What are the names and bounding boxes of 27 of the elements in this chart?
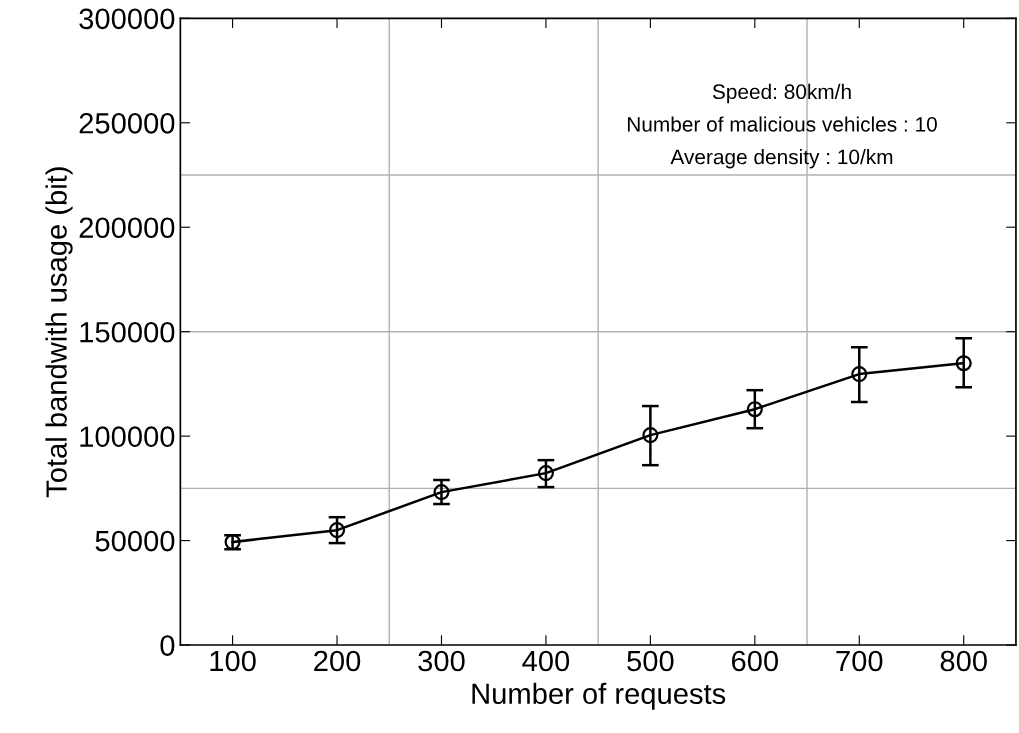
point <box>955 355 972 372</box>
y-tick-label: 100000 <box>80 426 175 447</box>
y-tick-label: 200000 <box>79 217 175 239</box>
point <box>746 401 763 418</box>
point <box>642 427 659 444</box>
y-tick-label: 50000 <box>95 530 175 552</box>
x-tick-label: 800 <box>940 650 987 672</box>
annotation: Speed: 80km/h <box>712 83 851 104</box>
y-tick-label: 300000 <box>79 8 175 30</box>
point <box>851 366 868 383</box>
point <box>328 522 346 539</box>
annotation: Number of malicious vehicles : 10 <box>627 116 937 132</box>
x-tick-label: 400 <box>522 650 570 672</box>
y-axis-title: Total bandwith usage (bit) <box>45 167 73 498</box>
point <box>433 484 450 501</box>
x-tick-label: 100 <box>210 650 256 672</box>
x-tick-label: 700 <box>836 650 883 672</box>
x-tick-label: 500 <box>627 650 674 672</box>
x-tick-label: 600 <box>731 650 779 672</box>
x-tick-label: 200 <box>314 650 361 672</box>
point <box>537 465 554 482</box>
x-tick-label: 300 <box>418 650 465 672</box>
y-tick-label: 250000 <box>79 112 175 134</box>
annotation: Average density : 10/km <box>670 149 893 169</box>
y-tick-label: 0 <box>160 635 175 656</box>
y-tick-label: 150000 <box>80 321 175 343</box>
x-axis-title: Number of requests <box>472 682 726 710</box>
